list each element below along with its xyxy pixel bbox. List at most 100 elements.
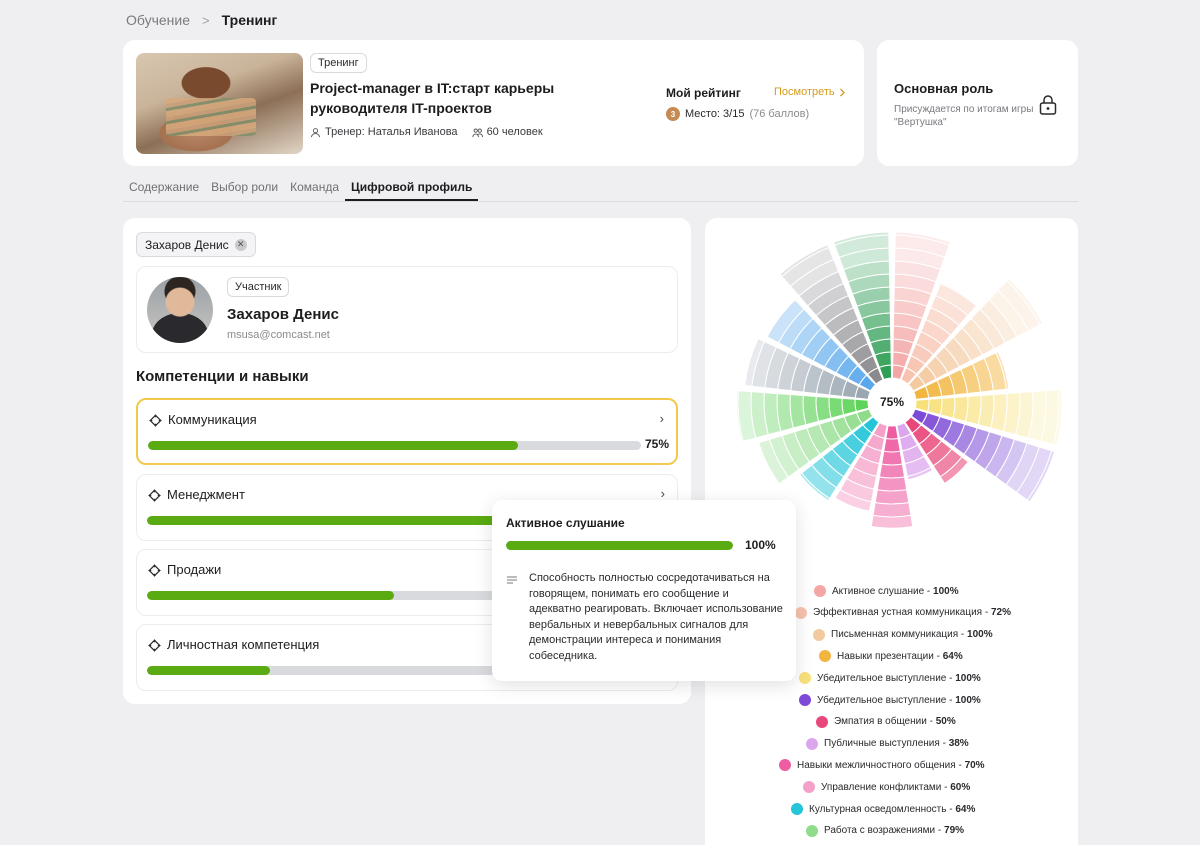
- rose-cell: [1052, 389, 1063, 446]
- legend-value: 100%: [955, 672, 981, 684]
- legend-label: Письменная коммуникация - 100%: [831, 629, 993, 641]
- rose-cell: [939, 396, 956, 419]
- rose-segment[interactable]: [779, 244, 884, 385]
- legend-item[interactable]: Навыки межличностного общения - 70%: [779, 759, 985, 772]
- legend-value: 60%: [950, 781, 971, 793]
- rose-segment[interactable]: [798, 416, 880, 502]
- skill-card-communication[interactable]: Коммуникация › 75%: [136, 398, 678, 465]
- legend-dot: [806, 824, 818, 837]
- rose-segment[interactable]: [896, 421, 934, 481]
- legend-item[interactable]: Убедительное выступление - 100%: [799, 672, 981, 685]
- legend-label: Работа с возражениями - 79%: [824, 825, 965, 837]
- legend-item[interactable]: Работа с возражениями - 79%: [806, 824, 965, 837]
- participants-info: 60 человек: [471, 126, 543, 138]
- legend-dot: [779, 759, 791, 772]
- rose-center-label: 75%: [880, 395, 904, 409]
- participant-profile: Участник Захаров Денис msusa@comcast.net: [136, 266, 678, 353]
- rose-segment[interactable]: [744, 337, 871, 400]
- legend-value: 38%: [948, 738, 969, 750]
- legend-item[interactable]: Навыки презентации - 64%: [819, 650, 963, 663]
- legend-dot: [819, 650, 831, 663]
- rose-cell: [927, 397, 943, 416]
- group-icon: [471, 128, 483, 137]
- rose-cell: [815, 395, 832, 423]
- rose-segment[interactable]: [900, 281, 978, 385]
- rose-cell: [1006, 277, 1044, 326]
- legend-item[interactable]: Эмпатия в общении - 50%: [816, 715, 956, 728]
- tab-content[interactable]: Содержание: [129, 180, 200, 194]
- breadcrumb-link-learning[interactable]: Обучение: [126, 12, 191, 28]
- rose-segment[interactable]: [904, 416, 969, 485]
- rating-place: 3 Место: 3/15 (76 баллов): [666, 107, 809, 121]
- rose-segment[interactable]: [834, 421, 888, 512]
- diamond-target-icon: [148, 489, 161, 502]
- rose-cell: [939, 456, 969, 485]
- place-value: Место: 3/15: [685, 108, 745, 120]
- trainer-info: Тренер: Наталья Иванова: [310, 126, 458, 138]
- legend-dot: [795, 606, 807, 619]
- diamond-target-icon: [149, 414, 162, 427]
- skill-name: Менеджмент: [167, 487, 245, 502]
- tab-team[interactable]: Команда: [290, 180, 340, 194]
- legend-item[interactable]: Эффективная устная коммуникация - 72%: [795, 606, 1011, 619]
- rose-segment[interactable]: [891, 231, 951, 381]
- legend-label: Убедительное выступление - 100%: [817, 694, 981, 706]
- chevron-right-icon[interactable]: ›: [660, 486, 665, 501]
- rose-segment[interactable]: [914, 389, 1063, 446]
- rose-cell: [939, 281, 978, 307]
- legend-item[interactable]: Убедительное выступление - 100%: [799, 694, 981, 706]
- chevron-right-icon[interactable]: ›: [659, 411, 664, 426]
- rose-cell: [876, 476, 908, 492]
- rose-segment[interactable]: [910, 408, 1056, 503]
- legend-value: 72%: [990, 607, 1011, 619]
- legend-dot: [814, 585, 826, 597]
- course-title: Project-manager в IT:старт карьеры руков…: [310, 80, 555, 116]
- tab-digital-profile[interactable]: Цифровой профиль: [345, 178, 479, 201]
- legend-dot: [813, 628, 825, 641]
- rose-cell: [736, 390, 744, 443]
- skill-card-management[interactable]: Менеджмент ›: [136, 474, 678, 541]
- skill-card-personal[interactable]: Личностная компетенция ›: [136, 624, 678, 691]
- legend-label: Управление конфликтами - 60%: [821, 781, 971, 793]
- tooltip-progress-fill: [506, 541, 733, 550]
- participant-email: msusa@comcast.net: [227, 329, 330, 341]
- legend-item[interactable]: Управление конфликтами - 60%: [803, 781, 971, 794]
- participant-filter-chip[interactable]: Захаров Денис ✕: [136, 232, 256, 257]
- rose-segment[interactable]: [758, 408, 874, 485]
- rose-segment[interactable]: [736, 390, 870, 443]
- legend-item[interactable]: Культурная осведомленность - 64%: [791, 803, 975, 815]
- legend-label: Культурная осведомленность - 64%: [809, 803, 976, 815]
- course-type-tag: Тренинг: [310, 53, 367, 73]
- rose-cell: [885, 425, 899, 440]
- skill-progress-track: [147, 591, 640, 600]
- main-role-card: Основная роль Присуждается по итогам игр…: [877, 40, 1078, 166]
- close-icon[interactable]: ✕: [234, 238, 247, 251]
- skill-percent: 75%: [644, 437, 669, 451]
- legend-value: 64%: [955, 803, 976, 815]
- rose-segment[interactable]: [913, 351, 1010, 400]
- rose-cell: [766, 299, 805, 344]
- legend-label: Убедительное выступление - 100%: [817, 672, 981, 684]
- rose-cell: [828, 396, 845, 419]
- person-icon: [310, 127, 321, 137]
- rose-segment[interactable]: [907, 277, 1044, 392]
- rose-segment[interactable]: [833, 231, 893, 381]
- rose-cell: [881, 450, 903, 466]
- rose-cell: [833, 231, 890, 246]
- legend-item[interactable]: Письменная коммуникация - 100%: [813, 628, 993, 641]
- course-cover-image: [136, 53, 303, 154]
- skill-progress-track: [147, 666, 640, 675]
- course-meta: Тренер: Наталья Иванова 60 человек: [310, 126, 543, 138]
- rose-segment[interactable]: [766, 299, 877, 392]
- section-title: Компетенции и навыки: [136, 368, 309, 385]
- legend-item[interactable]: Публичные выступления - 38%: [806, 737, 969, 750]
- tab-role-choice[interactable]: Выбор роли: [211, 180, 279, 194]
- skill-card-sales[interactable]: Продажи ›: [136, 549, 678, 616]
- rose-segment[interactable]: [870, 425, 914, 529]
- legend-item[interactable]: Активное слушание - 100%: [814, 585, 959, 597]
- rose-cell: [779, 244, 830, 278]
- rose-cell: [744, 337, 766, 387]
- rating-title: Мой рейтинг: [666, 86, 741, 100]
- rose-cell: [870, 514, 914, 529]
- rating-view-link[interactable]: Посмотреть: [774, 86, 846, 98]
